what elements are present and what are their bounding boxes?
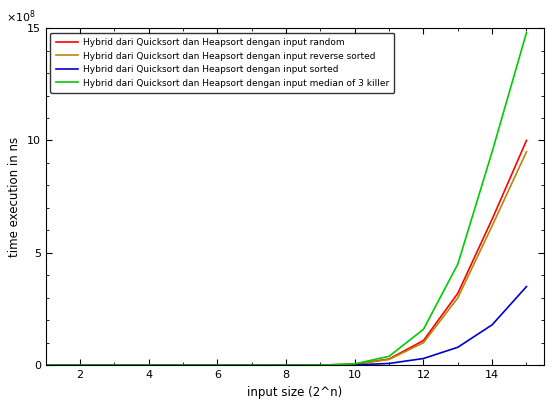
Hybrid dari Quicksort dan Heapsort dengan input reverse sorted <box>352 362 358 367</box>
Hybrid dari Quicksort dan Heapsort dengan input median of 3 killer <box>111 363 118 368</box>
Hybrid dari Quicksort dan Heapsort dengan input sorted <box>489 322 496 327</box>
Hybrid dari Quicksort dan Heapsort dengan input reverse sorted <box>146 363 152 368</box>
Hybrid dari Quicksort dan Heapsort dengan input reverse sorted <box>489 223 496 228</box>
Hybrid dari Quicksort dan Heapsort dengan input sorted <box>111 363 118 368</box>
Hybrid dari Quicksort dan Heapsort dengan input sorted <box>283 363 289 368</box>
Hybrid dari Quicksort dan Heapsort dengan input reverse sorted <box>43 363 49 368</box>
Hybrid dari Quicksort dan Heapsort dengan input median of 3 killer <box>386 354 392 359</box>
Hybrid dari Quicksort dan Heapsort dengan input reverse sorted <box>283 363 289 368</box>
Hybrid dari Quicksort dan Heapsort dengan input sorted <box>43 363 49 368</box>
Hybrid dari Quicksort dan Heapsort dengan input reverse sorted <box>523 149 530 154</box>
Hybrid dari Quicksort dan Heapsort dengan input median of 3 killer <box>77 363 83 368</box>
Hybrid dari Quicksort dan Heapsort dengan input median of 3 killer <box>420 327 427 332</box>
Hybrid dari Quicksort dan Heapsort dengan input random <box>454 291 461 296</box>
Hybrid dari Quicksort dan Heapsort dengan input random <box>43 363 49 368</box>
Hybrid dari Quicksort dan Heapsort dengan input sorted <box>180 363 187 368</box>
Hybrid dari Quicksort dan Heapsort dengan input sorted <box>523 284 530 289</box>
Hybrid dari Quicksort dan Heapsort dengan input random <box>420 338 427 343</box>
Hybrid dari Quicksort dan Heapsort dengan input median of 3 killer <box>214 363 221 368</box>
Hybrid dari Quicksort dan Heapsort dengan input median of 3 killer <box>146 363 152 368</box>
Hybrid dari Quicksort dan Heapsort dengan input median of 3 killer <box>43 363 49 368</box>
Hybrid dari Quicksort dan Heapsort dengan input median of 3 killer <box>489 149 496 154</box>
Hybrid dari Quicksort dan Heapsort dengan input reverse sorted <box>420 340 427 345</box>
Hybrid dari Quicksort dan Heapsort dengan input reverse sorted <box>214 363 221 368</box>
Hybrid dari Quicksort dan Heapsort dengan input median of 3 killer <box>180 363 187 368</box>
Hybrid dari Quicksort dan Heapsort dengan input reverse sorted <box>386 357 392 362</box>
Hybrid dari Quicksort dan Heapsort dengan input median of 3 killer <box>454 262 461 267</box>
Hybrid dari Quicksort dan Heapsort dengan input random <box>317 363 324 368</box>
Hybrid dari Quicksort dan Heapsort dengan input sorted <box>352 363 358 368</box>
Hybrid dari Quicksort dan Heapsort dengan input median of 3 killer <box>283 363 289 368</box>
Hybrid dari Quicksort dan Heapsort dengan input random <box>248 363 255 368</box>
Hybrid dari Quicksort dan Heapsort dengan input reverse sorted <box>111 363 118 368</box>
Hybrid dari Quicksort dan Heapsort dengan input random <box>111 363 118 368</box>
Hybrid dari Quicksort dan Heapsort dengan input random <box>146 363 152 368</box>
Hybrid dari Quicksort dan Heapsort dengan input median of 3 killer <box>523 30 530 35</box>
Hybrid dari Quicksort dan Heapsort dengan input sorted <box>420 356 427 361</box>
Line: Hybrid dari Quicksort dan Heapsort dengan input random: Hybrid dari Quicksort dan Heapsort denga… <box>46 140 527 365</box>
Hybrid dari Quicksort dan Heapsort dengan input median of 3 killer <box>352 361 358 366</box>
Hybrid dari Quicksort dan Heapsort dengan input sorted <box>386 361 392 366</box>
Y-axis label: time execution in ns: time execution in ns <box>8 137 22 257</box>
Hybrid dari Quicksort dan Heapsort dengan input random <box>352 362 358 367</box>
Hybrid dari Quicksort dan Heapsort dengan input sorted <box>454 345 461 350</box>
Hybrid dari Quicksort dan Heapsort dengan input median of 3 killer <box>317 363 324 368</box>
Hybrid dari Quicksort dan Heapsort dengan input sorted <box>146 363 152 368</box>
Hybrid dari Quicksort dan Heapsort dengan input random <box>489 217 496 221</box>
Hybrid dari Quicksort dan Heapsort dengan input reverse sorted <box>248 363 255 368</box>
Hybrid dari Quicksort dan Heapsort dengan input random <box>77 363 83 368</box>
Hybrid dari Quicksort dan Heapsort dengan input sorted <box>317 363 324 368</box>
Legend: Hybrid dari Quicksort dan Heapsort dengan input random, Hybrid dari Quicksort da: Hybrid dari Quicksort dan Heapsort denga… <box>50 33 395 93</box>
Hybrid dari Quicksort dan Heapsort dengan input random <box>214 363 221 368</box>
Hybrid dari Quicksort dan Heapsort dengan input random <box>180 363 187 368</box>
Hybrid dari Quicksort dan Heapsort dengan input random <box>386 357 392 361</box>
Hybrid dari Quicksort dan Heapsort dengan input median of 3 killer <box>248 363 255 368</box>
Hybrid dari Quicksort dan Heapsort dengan input random <box>283 363 289 368</box>
Line: Hybrid dari Quicksort dan Heapsort dengan input reverse sorted: Hybrid dari Quicksort dan Heapsort denga… <box>46 152 527 365</box>
Hybrid dari Quicksort dan Heapsort dengan input sorted <box>248 363 255 368</box>
X-axis label: input size (2^n): input size (2^n) <box>247 386 342 399</box>
Hybrid dari Quicksort dan Heapsort dengan input reverse sorted <box>317 363 324 368</box>
Hybrid dari Quicksort dan Heapsort dengan input reverse sorted <box>77 363 83 368</box>
Line: Hybrid dari Quicksort dan Heapsort dengan input sorted: Hybrid dari Quicksort dan Heapsort denga… <box>46 287 527 365</box>
Text: $\times10^{8}$: $\times10^{8}$ <box>6 8 36 25</box>
Hybrid dari Quicksort dan Heapsort dengan input random <box>523 138 530 143</box>
Hybrid dari Quicksort dan Heapsort dengan input sorted <box>77 363 83 368</box>
Line: Hybrid dari Quicksort dan Heapsort dengan input median of 3 killer: Hybrid dari Quicksort dan Heapsort denga… <box>46 33 527 365</box>
Hybrid dari Quicksort dan Heapsort dengan input reverse sorted <box>454 295 461 300</box>
Hybrid dari Quicksort dan Heapsort dengan input sorted <box>214 363 221 368</box>
Hybrid dari Quicksort dan Heapsort dengan input reverse sorted <box>180 363 187 368</box>
